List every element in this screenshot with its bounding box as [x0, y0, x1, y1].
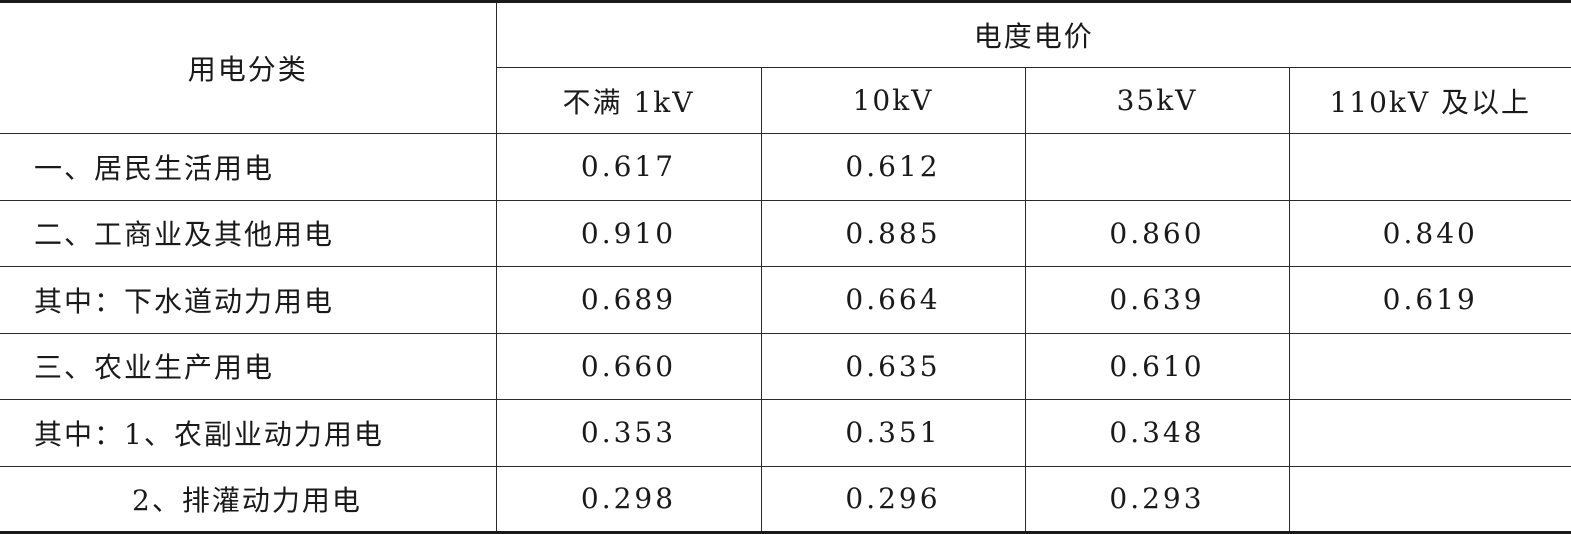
- row-category: 一、居民生活用电: [0, 133, 497, 201]
- table-row: 二、工商业及其他用电 0.910 0.885 0.860 0.840: [0, 199, 1571, 267]
- price-cell: 0.619: [1288, 266, 1571, 334]
- price-cell: 0.639: [1024, 266, 1290, 334]
- price-cell: 0.840: [1288, 199, 1571, 267]
- table-row: 一、居民生活用电 0.617 0.612: [0, 133, 1571, 201]
- price-cell: 0.610: [1024, 332, 1290, 400]
- table-row: 其中：1、农副业动力用电 0.353 0.351 0.348: [0, 399, 1571, 467]
- voltage-header-10kv: 10kV: [760, 67, 1026, 134]
- price-group-header: 电度电价: [495, 1, 1571, 68]
- row-category: 其中：下水道动力用电: [0, 266, 497, 334]
- price-cell: 0.635: [760, 332, 1026, 400]
- header-row-1: 用电分类 电度电价: [0, 1, 1571, 134]
- header-row-2: 不满 1kV 10kV 35kV 110kV 及以上: [0, 67, 1571, 134]
- price-cell: [1024, 133, 1290, 201]
- price-cell: 0.910: [495, 199, 762, 267]
- row-category: 三、农业生产用电: [0, 332, 497, 400]
- price-cell: 0.298: [495, 465, 762, 533]
- table-row: 2、排灌动力用电 0.298 0.296 0.293: [0, 465, 1571, 533]
- price-cell: 0.296: [760, 465, 1026, 533]
- row-category: 二、工商业及其他用电: [0, 199, 497, 267]
- price-cell: 0.351: [760, 399, 1026, 467]
- table-row: 其中：下水道动力用电 0.689 0.664 0.639 0.619: [0, 266, 1571, 334]
- price-cell: 0.293: [1024, 465, 1290, 533]
- price-cell: 0.612: [760, 133, 1026, 201]
- row-category: 2、排灌动力用电: [0, 465, 497, 533]
- price-cell: [1288, 133, 1571, 201]
- price-cell: 0.617: [495, 133, 762, 201]
- price-cell: 0.660: [495, 332, 762, 400]
- price-cell: [1288, 465, 1571, 533]
- price-cell: 0.885: [760, 199, 1026, 267]
- category-header: 用电分类: [0, 1, 497, 134]
- price-cell: 0.348: [1024, 399, 1290, 467]
- price-cell: 0.689: [495, 266, 762, 334]
- voltage-header-35kv: 35kV: [1024, 67, 1290, 134]
- price-cell: 0.664: [760, 266, 1026, 334]
- voltage-header-110kv-plus: 110kV 及以上: [1288, 67, 1571, 134]
- price-cell: [1288, 399, 1571, 467]
- voltage-header-under-1kv: 不满 1kV: [496, 67, 762, 134]
- row-category: 其中：1、农副业动力用电: [0, 399, 497, 467]
- price-cell: [1288, 332, 1571, 400]
- price-cell: 0.353: [495, 399, 762, 467]
- price-cell: 0.860: [1024, 199, 1290, 267]
- table-row: 三、农业生产用电 0.660 0.635 0.610: [0, 332, 1571, 400]
